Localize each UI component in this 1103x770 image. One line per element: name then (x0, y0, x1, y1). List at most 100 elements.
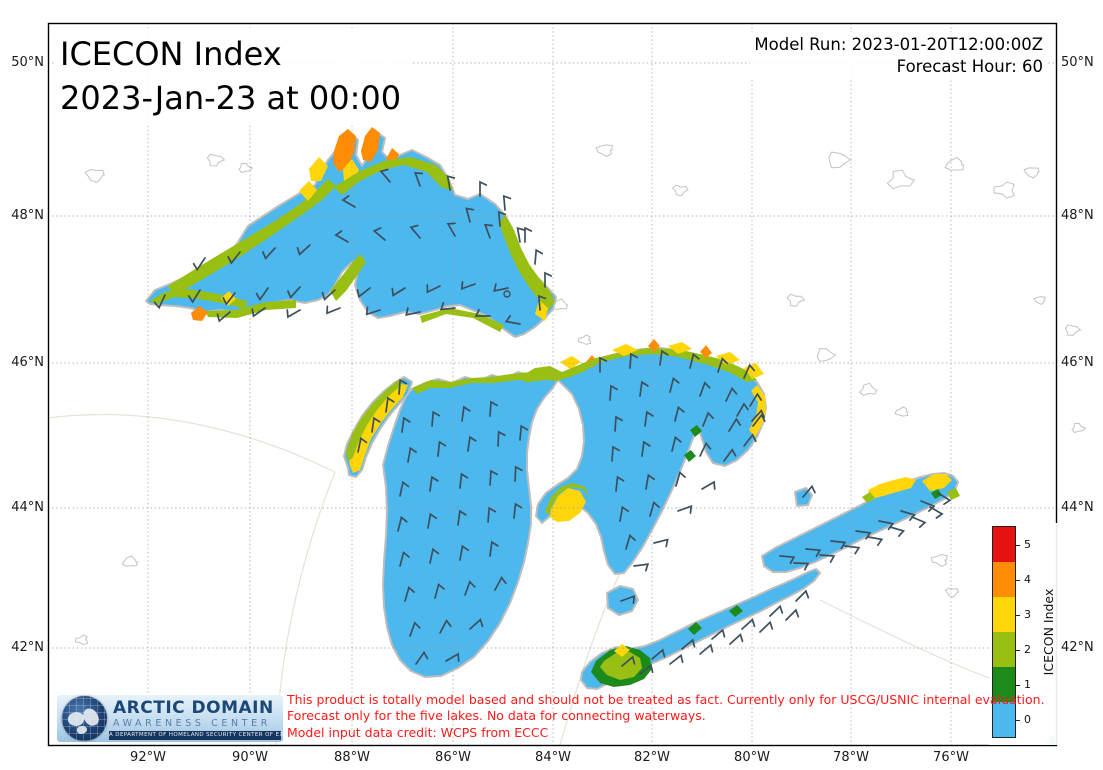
wind-barb (929, 506, 944, 519)
wind-barb (461, 405, 471, 422)
wind-barb (459, 544, 470, 561)
wind-barb (341, 195, 356, 208)
lon-tick-label: 80°W (734, 750, 770, 765)
ice-patch-level-1 (690, 425, 702, 437)
wind-barb (743, 363, 756, 379)
lon-tick-label: 88°W (334, 750, 370, 765)
wind-barb (391, 287, 406, 297)
lat-tick-label: 46°N (1061, 355, 1094, 370)
wind-barb (516, 227, 526, 243)
ice-patch-level-3 (299, 181, 317, 201)
wind-barb (465, 207, 475, 223)
globe-icon (62, 696, 107, 741)
wind-barb (398, 378, 408, 395)
wind-barb (651, 648, 666, 660)
colorbar-tick-label: 3 (1024, 607, 1031, 621)
ice-patch-level-4 (191, 306, 208, 321)
lat-tick-label: 42°N (1061, 640, 1094, 655)
disclaimer-line: Forecast only for the five lakes. No dat… (287, 708, 706, 724)
logo-org-subname: AWARENESS CENTER (113, 718, 271, 729)
wind-barb (611, 445, 620, 462)
wind-barb (723, 448, 737, 462)
wind-barb (671, 435, 682, 452)
logo-text: ARCTIC DOMAIN AWARENESS CENTER (113, 699, 274, 730)
wind-barb (489, 400, 498, 417)
forecast-hour-text: Forecast Hour: 60 (896, 57, 1043, 76)
ice-patch-level-2 (499, 215, 555, 311)
wind-barb (702, 411, 714, 427)
ice-patch-level-4 (333, 129, 356, 172)
ice-patch-level-2 (168, 179, 336, 293)
lon-tick-label: 92°W (130, 750, 166, 765)
wind-barb (437, 440, 447, 457)
wind-barb (649, 500, 660, 517)
wind-barb (689, 352, 700, 369)
wind-barb (805, 548, 822, 558)
colorbar-tick-label: 0 (1024, 712, 1031, 726)
lon-tick-label: 76°W (933, 750, 969, 765)
model-run-text: Model Run: 2023-01-20T12:00:00Z (754, 35, 1043, 54)
wind-barb (544, 271, 553, 288)
wind-barb (251, 307, 266, 318)
wind-barb (187, 289, 201, 304)
wind-barb (677, 504, 693, 515)
wind-barb (524, 226, 533, 243)
wind-barb (699, 643, 714, 655)
wind-barb (494, 576, 507, 591)
ice-patch-level-3 (550, 488, 586, 522)
lat-tick-label: 46°N (11, 355, 44, 370)
colorbar-tick (1015, 544, 1020, 546)
title-line-2: 2023-Jan-23 at 00:00 (60, 79, 402, 117)
ice-patch-level-2 (947, 488, 960, 500)
wind-barb (653, 538, 669, 548)
lat-tick-label: 50°N (11, 55, 44, 70)
wind-barb (487, 506, 497, 523)
wind-barb (743, 433, 757, 447)
wind-barb (227, 251, 241, 265)
ice-patch-level-2 (334, 157, 453, 195)
wind-barb (399, 550, 410, 567)
wind-barb (409, 621, 421, 637)
ice-patch-level-3 (868, 477, 916, 499)
wind-barb (614, 415, 623, 432)
wind-barb (334, 230, 349, 243)
colorbar-tick (1015, 684, 1020, 686)
wind-barb (404, 585, 415, 602)
wind-barb (405, 307, 421, 317)
lon-tick-label: 90°W (232, 750, 268, 765)
wind-barb (407, 446, 418, 463)
wind-barb (371, 416, 381, 433)
wind-barb (287, 286, 301, 299)
wind-barb (474, 308, 491, 317)
wind-barb (621, 655, 636, 667)
wind-barb (467, 435, 477, 452)
ice-patch-level-2 (330, 254, 366, 301)
colorbar-tick (1015, 649, 1020, 651)
lat-tick-label: 44°N (11, 500, 44, 515)
colorbar-tick-label: 2 (1024, 642, 1031, 656)
wind-barb (699, 441, 712, 457)
ice-patch-level-3 (922, 474, 952, 491)
wind-barb (674, 405, 685, 422)
wind-barb (464, 580, 476, 596)
colorbar-segment-0 (993, 702, 1015, 737)
wind-barb (286, 309, 301, 319)
wind-barb (415, 650, 429, 665)
wind-barb (819, 554, 836, 563)
lon-tick-label: 78°W (833, 750, 869, 765)
lat-tick-label: 48°N (11, 208, 44, 223)
wind-barb (429, 475, 439, 492)
ice-patch-level-3 (535, 300, 548, 321)
wind-barb (357, 436, 368, 453)
wind-barb (409, 224, 421, 239)
wind-barb (725, 386, 738, 402)
ice-patch-level-3 (309, 157, 328, 181)
wind-barb (446, 222, 456, 237)
wind-barb (222, 292, 236, 306)
ice-patch-level-2 (545, 483, 589, 515)
wind-barb (599, 356, 608, 373)
ice-patch-level-2 (420, 308, 504, 332)
wind-barb (619, 505, 630, 522)
wind-barb (752, 413, 766, 427)
wind-barb (537, 294, 547, 311)
